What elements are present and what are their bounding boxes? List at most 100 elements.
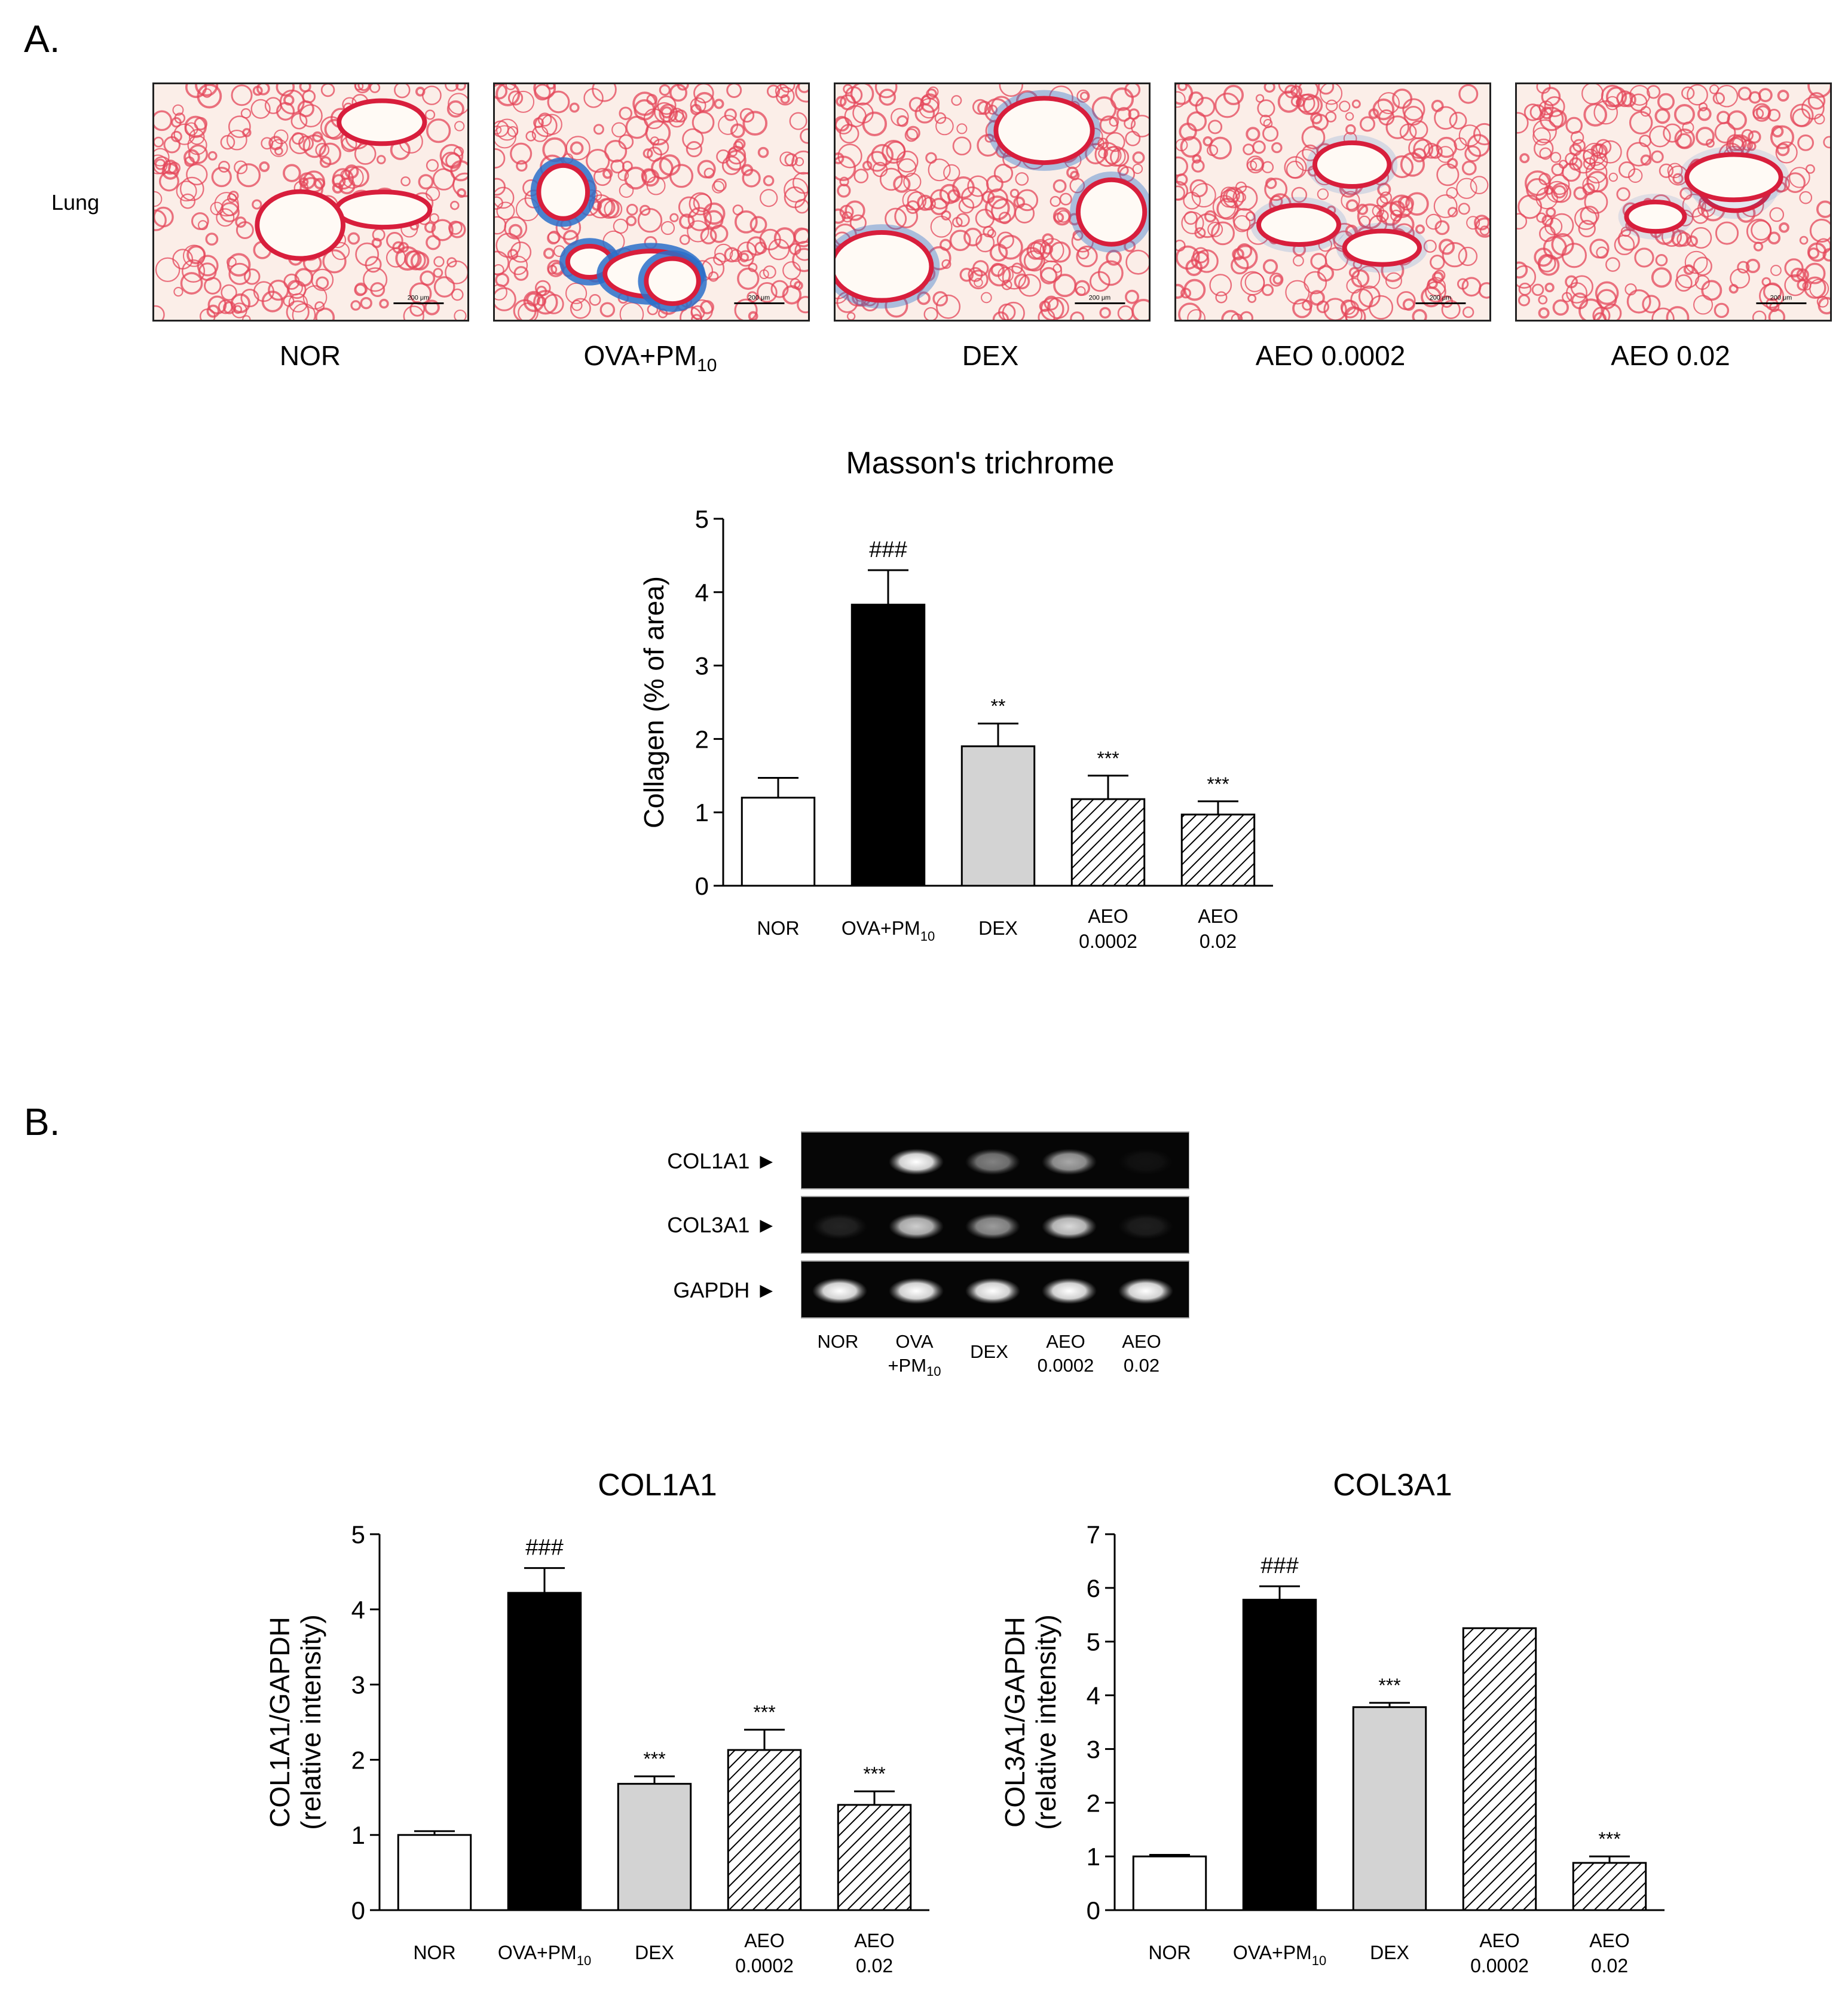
x-tick-label-2: OVA+PM10 (1233, 1942, 1326, 1968)
gel-band-col1a1-3 (965, 1149, 1020, 1175)
x-tick-label-1: NOR (757, 917, 799, 939)
y-tick-label: 7 (1087, 1520, 1100, 1549)
gel-band-gapdh-2 (889, 1278, 944, 1304)
bar-3 (960, 745, 1036, 887)
y-axis-label: Collagen (% of area) (638, 576, 669, 828)
x-tick-label-4: AEO (1088, 905, 1128, 927)
x-tick-label-1: NOR (1148, 1942, 1191, 1963)
y-tick-label: 5 (695, 505, 709, 533)
y-tick-label: 1 (1087, 1843, 1100, 1871)
masson-trichrome-chart: Masson's trichrome 0 1 2 3 4 5 Collagen (% of a… (638, 446, 1273, 952)
gel-band-col3a1-3 (965, 1213, 1020, 1240)
micrograph-label-dex: DEX (962, 340, 1019, 371)
significance-label-2: ### (1260, 1553, 1298, 1578)
gel-row-label-gapdh: GAPDH ► (673, 1278, 777, 1302)
bar-4 (1070, 798, 1146, 887)
y-tick-label: 2 (1087, 1789, 1100, 1817)
svg-text:200 μm: 200 μm (408, 295, 429, 302)
svg-text:200 μm: 200 μm (1770, 295, 1792, 302)
x-tick-label-2: OVA+PM10 (498, 1942, 591, 1968)
gel-image (801, 1131, 1189, 1318)
x-tick-label-4: AEO (744, 1930, 785, 1951)
svg-text:200 μm: 200 μm (1430, 295, 1451, 302)
gel-band-col1a1-2 (889, 1149, 944, 1175)
micrograph-aeo-0.0002: 200 μm (1174, 82, 1491, 322)
y-tick-label: 2 (695, 725, 709, 753)
gel-band-col3a1-4 (1042, 1213, 1097, 1240)
chart-title: COL3A1 (1333, 1468, 1452, 1503)
x-tick-label-5: AEO (1589, 1930, 1630, 1951)
gel-band-gapdh-3 (965, 1278, 1020, 1304)
gel-row-label-col1a1: COL1A1 ► (667, 1149, 777, 1173)
gel-band-gapdh-5 (1118, 1278, 1173, 1304)
significance-label-4: *** (1097, 748, 1119, 769)
y-axis-label: COL1A1/GAPDH (264, 1617, 295, 1828)
significance-label-5: *** (863, 1763, 885, 1785)
bar-1 (397, 1834, 472, 1911)
y-axis-label: COL3A1/GAPDH (999, 1617, 1030, 1828)
svg-text:200 μm: 200 μm (1089, 295, 1110, 302)
y-tick-label: 2 (351, 1746, 365, 1774)
gel-band-gapdh-1 (812, 1278, 867, 1304)
panel-a-label: A. (24, 17, 60, 60)
y-tick-label: 6 (1087, 1574, 1100, 1602)
svg-text:200 μm: 200 μm (748, 295, 770, 302)
y-tick-label: 0 (1087, 1896, 1100, 1924)
x-tick-label-5: AEO (1198, 905, 1238, 927)
y-tick-label: 3 (1087, 1735, 1100, 1763)
micrograph-label-aeo-0.0002: AEO 0.0002 (1255, 340, 1406, 371)
y-tick-label: 4 (351, 1596, 365, 1624)
gel-lane-label-nor: NOR (817, 1331, 859, 1352)
y-tick-label: 4 (1087, 1682, 1100, 1710)
gel-band-col3a1-1 (812, 1213, 867, 1240)
bar-5 (1180, 813, 1256, 887)
x-tick-label-4-line2: 0.0002 (735, 1955, 794, 1976)
bar-3 (617, 1783, 692, 1911)
micrograph-label-ova-pm10: OVA+PM10 (583, 340, 717, 376)
significance-label-5: *** (1598, 1828, 1620, 1850)
gel-lane-label-aeo-0.0002: AEO 0.0002 (1037, 1331, 1094, 1376)
y-tick-label: 0 (351, 1896, 365, 1924)
bar-1 (1132, 1855, 1207, 1911)
panel-b-label: B. (24, 1100, 60, 1143)
x-tick-label-3: DEX (1370, 1942, 1409, 1963)
bar-5 (1572, 1862, 1647, 1911)
x-tick-label-4: AEO (1479, 1930, 1520, 1951)
y-tick-label: 5 (1087, 1628, 1100, 1656)
gel-lane-label-ova-pm10: OVA +PM10 (888, 1331, 941, 1379)
x-tick-label-5-line2: 0.02 (856, 1955, 893, 1976)
lung-row-label: Lung (51, 190, 100, 215)
significance-label-3: ** (991, 696, 1006, 717)
gel-lane-label-aeo-0.02: AEO 0.02 (1122, 1331, 1161, 1376)
bar-4 (1462, 1627, 1537, 1911)
x-tick-label-3: DEX (635, 1942, 674, 1963)
x-tick-label-5-line2: 0.02 (1200, 931, 1237, 952)
gel-lane-label-dex: DEX (970, 1341, 1008, 1362)
bar-5 (837, 1804, 912, 1911)
bar-1 (741, 797, 816, 887)
y-tick-label: 0 (695, 872, 709, 900)
x-tick-label-3: DEX (978, 917, 1018, 939)
y-tick-label: 3 (695, 652, 709, 680)
micrograph-label-nor: NOR (279, 340, 341, 371)
significance-label-2: ### (869, 537, 907, 562)
gel-band-col3a1-2 (889, 1213, 944, 1240)
bar-2 (507, 1592, 582, 1911)
chart-title: Masson's trichrome (846, 446, 1114, 481)
significance-label-3: *** (643, 1748, 665, 1770)
micrograph-label-aeo-0.02: AEO 0.02 (1611, 340, 1730, 371)
gel-row-label-col3a1: COL3A1 ► (667, 1213, 777, 1237)
significance-label-4: *** (753, 1702, 775, 1723)
bar-3 (1352, 1706, 1427, 1911)
micrograph-ova-pm10: 200 μm (493, 82, 810, 322)
x-tick-label-4-line2: 0.0002 (1470, 1955, 1529, 1976)
x-tick-label-5: AEO (854, 1930, 895, 1951)
micrograph-aeo-0.02: 200 μm (1515, 82, 1832, 322)
x-tick-label-1: NOR (413, 1942, 455, 1963)
bar-2 (1242, 1599, 1317, 1911)
micrograph-dex: 200 μm (834, 82, 1151, 322)
col1a1-chart: COL1A1 0 1 2 3 4 5 COL1A1/GAPDH (relative intens… (264, 1468, 929, 1976)
y-axis-label: (relative intensity) (295, 1614, 326, 1829)
chart-title: COL1A1 (598, 1468, 717, 1503)
col3a1-chart: COL3A1 0 1 2 3 4 5 6 7 COL3A1/GAPDH (relative inte… (999, 1468, 1665, 1976)
